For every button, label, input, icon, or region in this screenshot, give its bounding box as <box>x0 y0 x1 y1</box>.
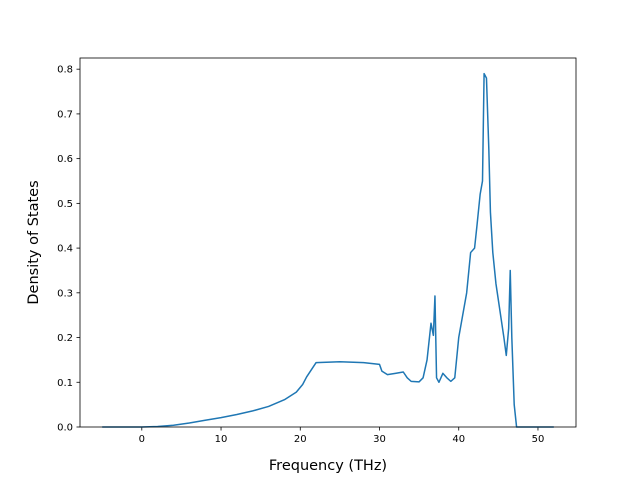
y-tick-label: 0.0 <box>57 423 73 434</box>
y-tick-label: 0.3 <box>57 288 73 299</box>
x-tick-label: 0 <box>139 434 145 445</box>
x-tick-label: 30 <box>373 434 386 445</box>
y-tick-label: 0.1 <box>57 378 73 389</box>
y-tick-label: 0.5 <box>57 199 73 210</box>
y-tick-label: 0.7 <box>57 109 73 120</box>
y-tick-label: 0.8 <box>57 65 73 76</box>
x-tick-label: 50 <box>532 434 545 445</box>
x-axis-ticks: 0 10 20 30 40 50 <box>139 427 545 445</box>
x-tick-label: 10 <box>215 434 228 445</box>
y-tick-label: 0.6 <box>57 154 73 165</box>
x-axis-title: Frequency (THz) <box>269 458 387 474</box>
dos-series-line <box>102 72 554 428</box>
y-axis-title: Density of States <box>26 180 42 304</box>
y-tick-label: 0.4 <box>57 244 73 255</box>
y-tick-label: 0.2 <box>57 333 73 344</box>
x-tick-label: 40 <box>452 434 465 445</box>
plot-area-frame <box>79 57 577 428</box>
x-tick-label: 20 <box>294 434 307 445</box>
y-axis-ticks: 0.0 0.1 0.2 0.3 0.4 0.5 0.6 0.7 0.8 <box>57 65 80 434</box>
